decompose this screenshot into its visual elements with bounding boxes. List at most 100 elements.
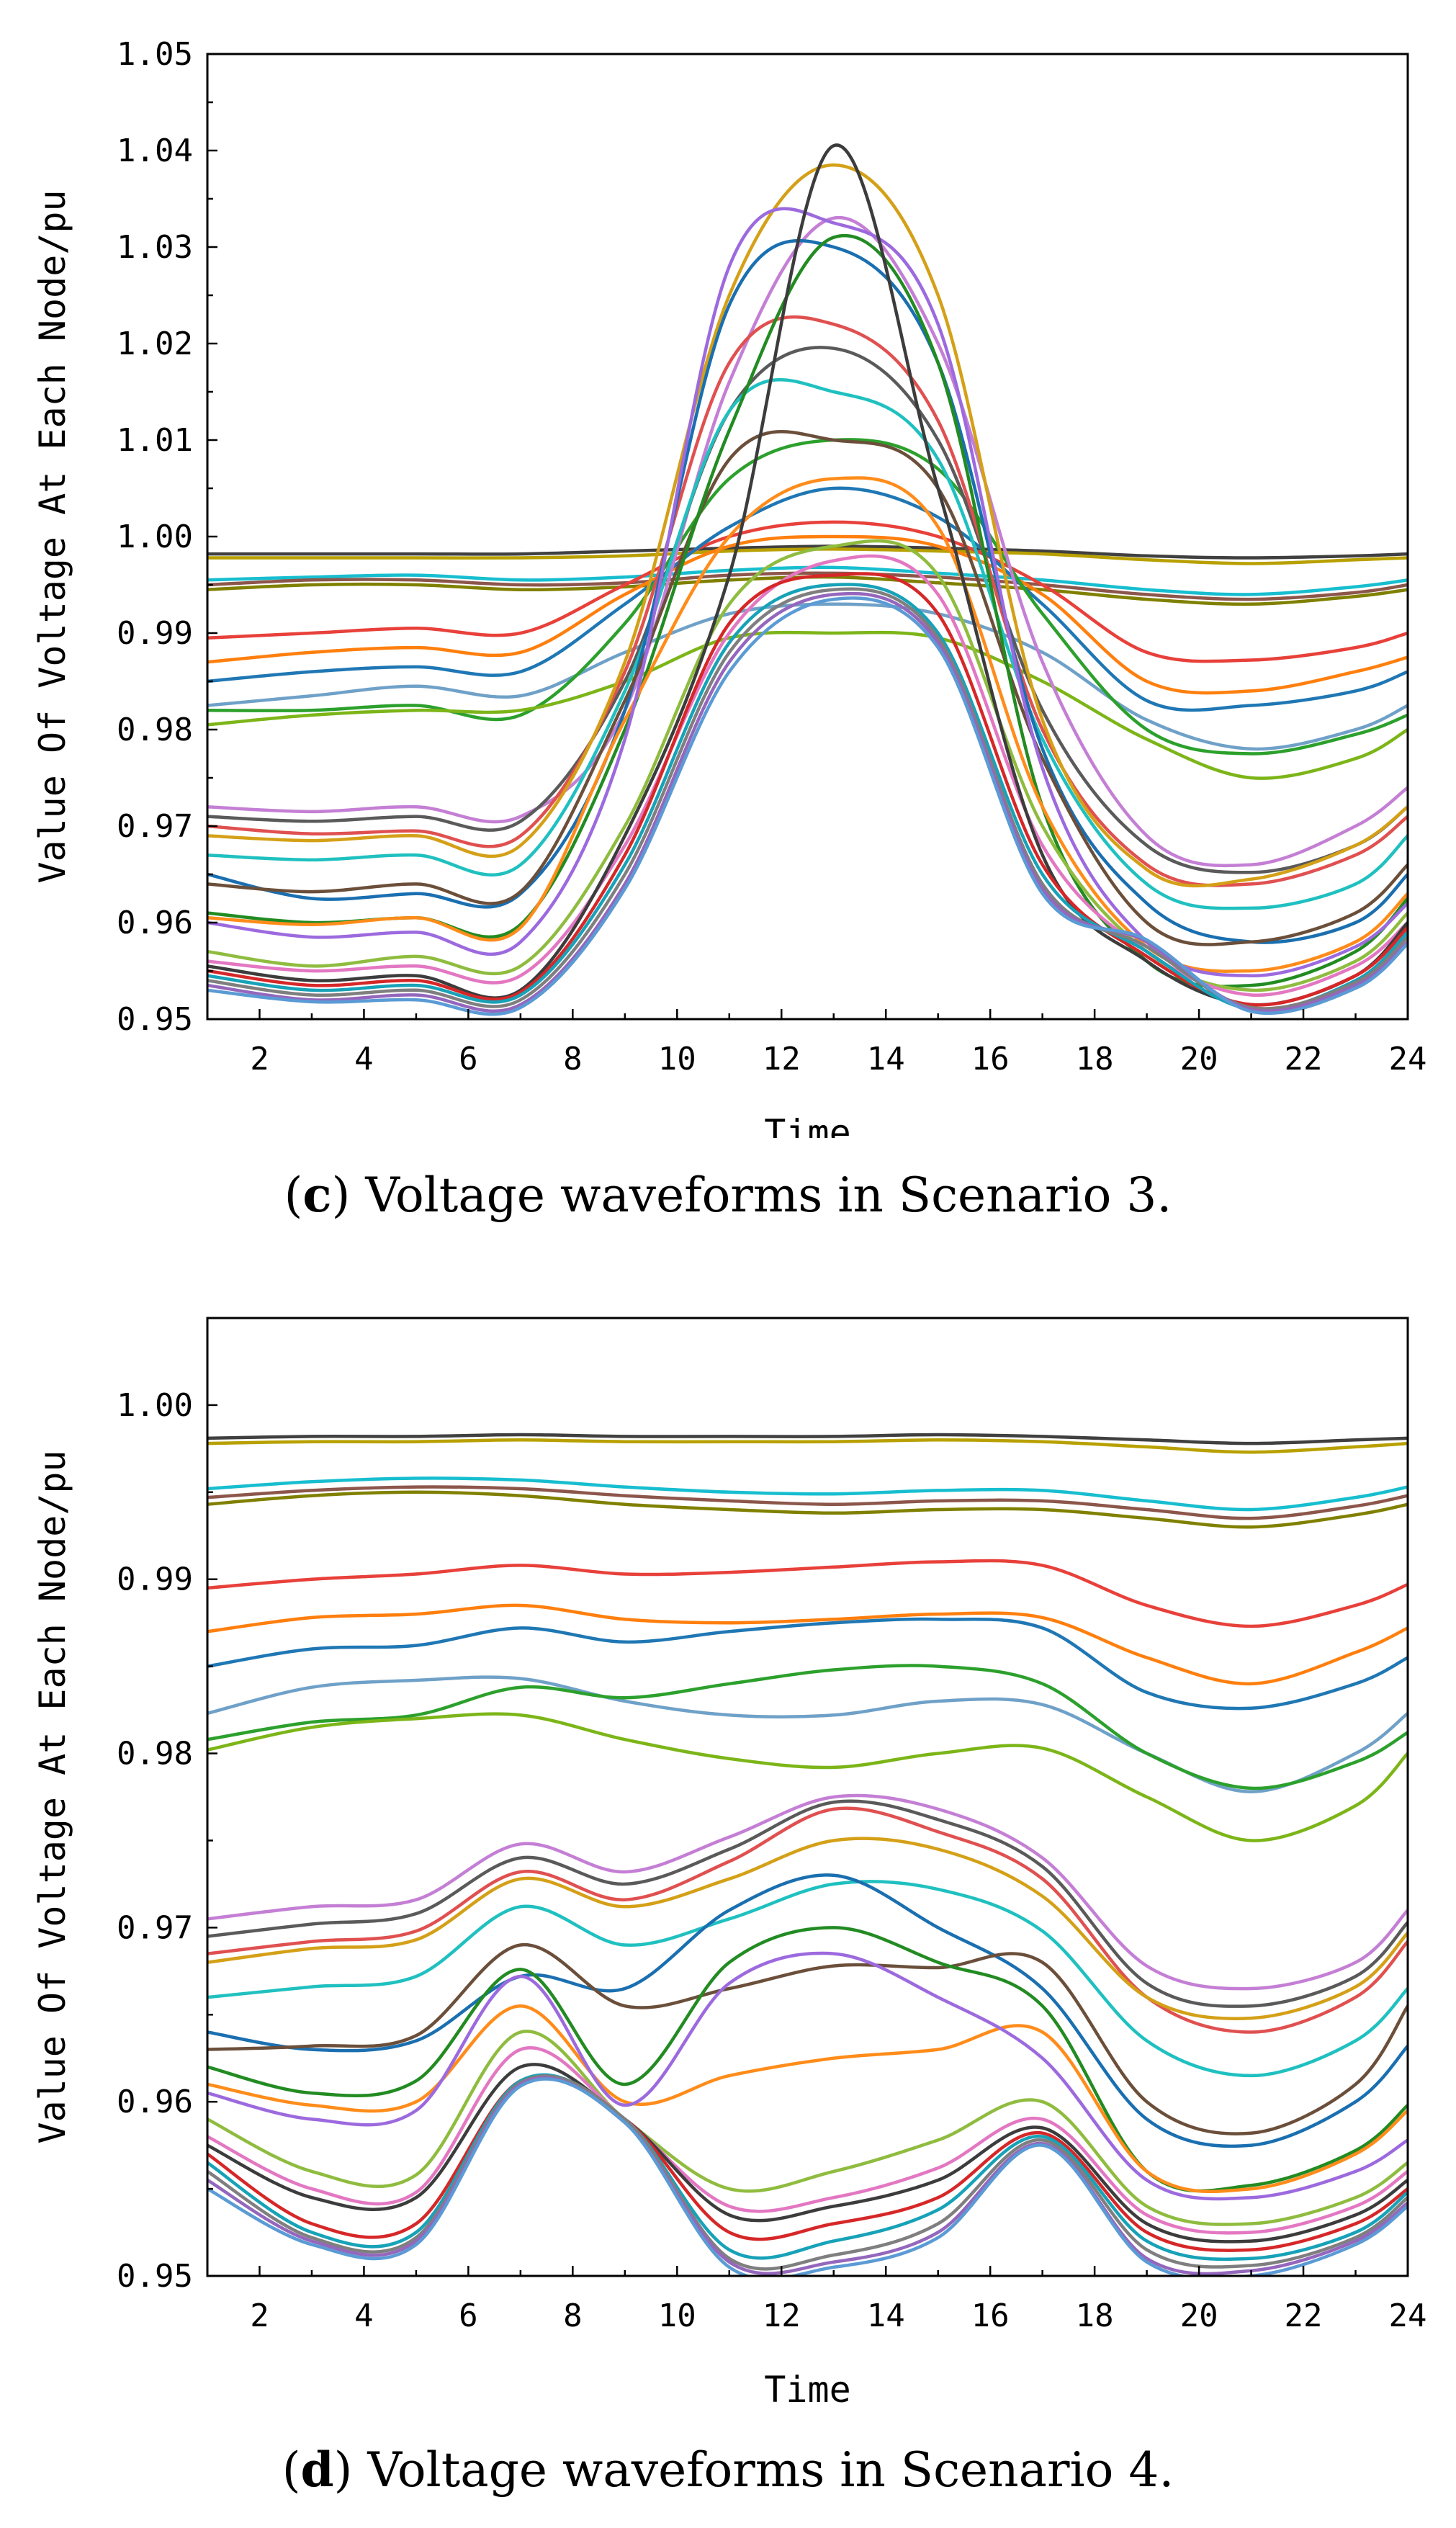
series-line-node-29 — [207, 596, 1408, 1016]
x-tick-label: 18 — [1076, 2298, 1114, 2334]
series-line-node-16 — [207, 378, 1408, 910]
series-line-node-13 — [207, 346, 1408, 874]
y-tick-label: 1.00 — [117, 519, 193, 555]
series-line-node-23 — [207, 2046, 1408, 2235]
series-line-node-29 — [207, 2077, 1408, 2276]
voltage-chart-scenario-3: 2 4 6 8 10 12 14 16 18 20 22 240.950.960.970.980.99… — [32, 36, 1427, 1138]
series-line-node-14 — [207, 1806, 1408, 2034]
series-line-node-24 — [207, 143, 1408, 1007]
series-line-node-3 — [207, 1476, 1408, 1512]
series-line-node-4 — [207, 571, 1408, 601]
series-group — [207, 1433, 1408, 2276]
y-tick-label: 0.95 — [117, 2258, 193, 2295]
x-tick-label: 22 — [1285, 1041, 1323, 1077]
series-line-node-18 — [207, 1943, 1408, 2135]
x-tick-label: 24 — [1389, 1041, 1427, 1077]
y-tick-label: 0.95 — [117, 1001, 193, 1038]
y-tick-label: 0.96 — [117, 905, 193, 941]
x-tick-label: 10 — [658, 1041, 696, 1077]
x-tick-label: 8 — [563, 2298, 583, 2334]
caption-letter: c — [302, 1167, 332, 1223]
series-line-node-19 — [207, 1926, 1408, 2193]
voltage-chart-scenario-4: 2 4 6 8 10 12 14 16 18 20 22 240.950.960.970.980.99… — [32, 1317, 1427, 2411]
chart-panel-d: 2 4 6 8 10 12 14 16 18 20 22 24 0.95 0.96 0.97 0.98 0.99… — [0, 1260, 1456, 2528]
y-tick-label: 0.97 — [117, 808, 193, 845]
series-line-node-12 — [207, 1793, 1408, 1991]
series-line-node-21 — [207, 1951, 1408, 2201]
y-tick-label: 1.01 — [117, 422, 193, 459]
series-line-node-2 — [207, 1438, 1408, 1454]
series-line-node-6 — [207, 520, 1408, 663]
x-axis-title: Time — [764, 2369, 850, 2411]
y-axis-title: Value Of Voltage At Each Node/pu — [32, 1450, 73, 2143]
series-line-node-28 — [207, 591, 1408, 1013]
plot-frame — [206, 1317, 1409, 2277]
series-line-node-27 — [207, 587, 1408, 1010]
series-line-node-7 — [207, 534, 1408, 695]
series-line-node-4 — [207, 1485, 1408, 1520]
series-line-node-8 — [207, 1617, 1408, 1711]
x-tick-label: 2 — [250, 2298, 269, 2334]
x-axis-title: Time — [764, 1112, 850, 1138]
x-tick-label: 14 — [867, 2298, 905, 2334]
y-tick-label: 1.00 — [117, 1387, 193, 1424]
caption-scenario-4: (d) Voltage waveforms in Scenario 4. — [282, 2442, 1174, 2498]
series-line-node-2 — [207, 547, 1408, 565]
series-line-node-24 — [207, 2063, 1408, 2244]
x-tick-label: 24 — [1389, 2298, 1427, 2334]
series-line-node-27 — [207, 2074, 1408, 2271]
x-tick-label: 10 — [658, 2298, 696, 2334]
series-line-node-25 — [207, 2074, 1408, 2252]
series-line-node-9 — [207, 1675, 1408, 1793]
series-line-node-6 — [207, 1559, 1408, 1628]
series-line-node-16 — [207, 1880, 1408, 2078]
series-line-node-28 — [207, 2076, 1408, 2276]
caption-text: Voltage waveforms in Scenario 4. — [367, 2442, 1174, 2498]
series-line-node-15 — [207, 1837, 1408, 2020]
y-axis-title: Value Of Voltage At Each Node/pu — [32, 189, 73, 883]
x-tick-label: 18 — [1076, 1041, 1114, 1077]
y-tick-label: 1.02 — [117, 326, 193, 362]
series-line-node-1 — [207, 1433, 1408, 1445]
x-tick-label: 16 — [971, 2298, 1010, 2334]
series-line-node-22 — [207, 539, 1408, 992]
x-tick-label: 8 — [563, 1041, 583, 1077]
y-tick-label: 0.97 — [117, 1909, 193, 1946]
series-line-node-26 — [207, 583, 1408, 1012]
x-tick-label: 4 — [354, 2298, 374, 2334]
x-tick-label: 20 — [1180, 1041, 1218, 1077]
series-line-node-17 — [207, 238, 1408, 944]
y-tick-label: 0.98 — [117, 712, 193, 748]
x-tick-label: 16 — [971, 1041, 1010, 1077]
x-tick-label: 6 — [459, 1041, 478, 1077]
y-tick-label: 0.99 — [117, 1561, 193, 1598]
series-line-node-15 — [207, 163, 1408, 888]
y-tick-label: 1.04 — [117, 133, 193, 169]
series-line-node-10 — [207, 438, 1408, 756]
series-line-node-8 — [207, 486, 1408, 712]
x-tick-label: 14 — [867, 1041, 905, 1077]
series-line-node-23 — [207, 554, 1408, 997]
series-line-node-11 — [207, 1712, 1408, 1842]
series-line-node-11 — [207, 630, 1408, 780]
y-tick-label: 1.05 — [117, 36, 193, 73]
series-line-node-7 — [207, 1603, 1408, 1686]
y-tick-label: 0.99 — [117, 615, 193, 652]
series-line-node-3 — [207, 565, 1408, 596]
caption-letter: d — [300, 2442, 334, 2498]
series-line-node-9 — [207, 602, 1408, 751]
series-line-node-12 — [207, 215, 1408, 868]
x-tick-label: 4 — [354, 1041, 374, 1077]
chart-panel-c: 2 4 6 8 10 12 14 16 18 20 22 24 0.95 0.96 0.97 0.98 0.99… — [0, 0, 1456, 1260]
x-tick-label: 6 — [459, 2298, 478, 2334]
series-line-node-5 — [207, 1490, 1408, 1529]
series-line-node-17 — [207, 1873, 1408, 2148]
caption-text: Voltage waveforms in Scenario 3. — [365, 1167, 1172, 1223]
series-line-node-10 — [207, 1664, 1408, 1790]
series-line-node-22 — [207, 2030, 1408, 2226]
x-tick-label: 12 — [763, 1041, 801, 1077]
x-tick-label: 12 — [763, 2298, 801, 2334]
x-tick-label: 2 — [250, 1041, 269, 1077]
x-tick-label: 22 — [1285, 2298, 1323, 2334]
series-line-node-13 — [207, 1799, 1408, 2008]
